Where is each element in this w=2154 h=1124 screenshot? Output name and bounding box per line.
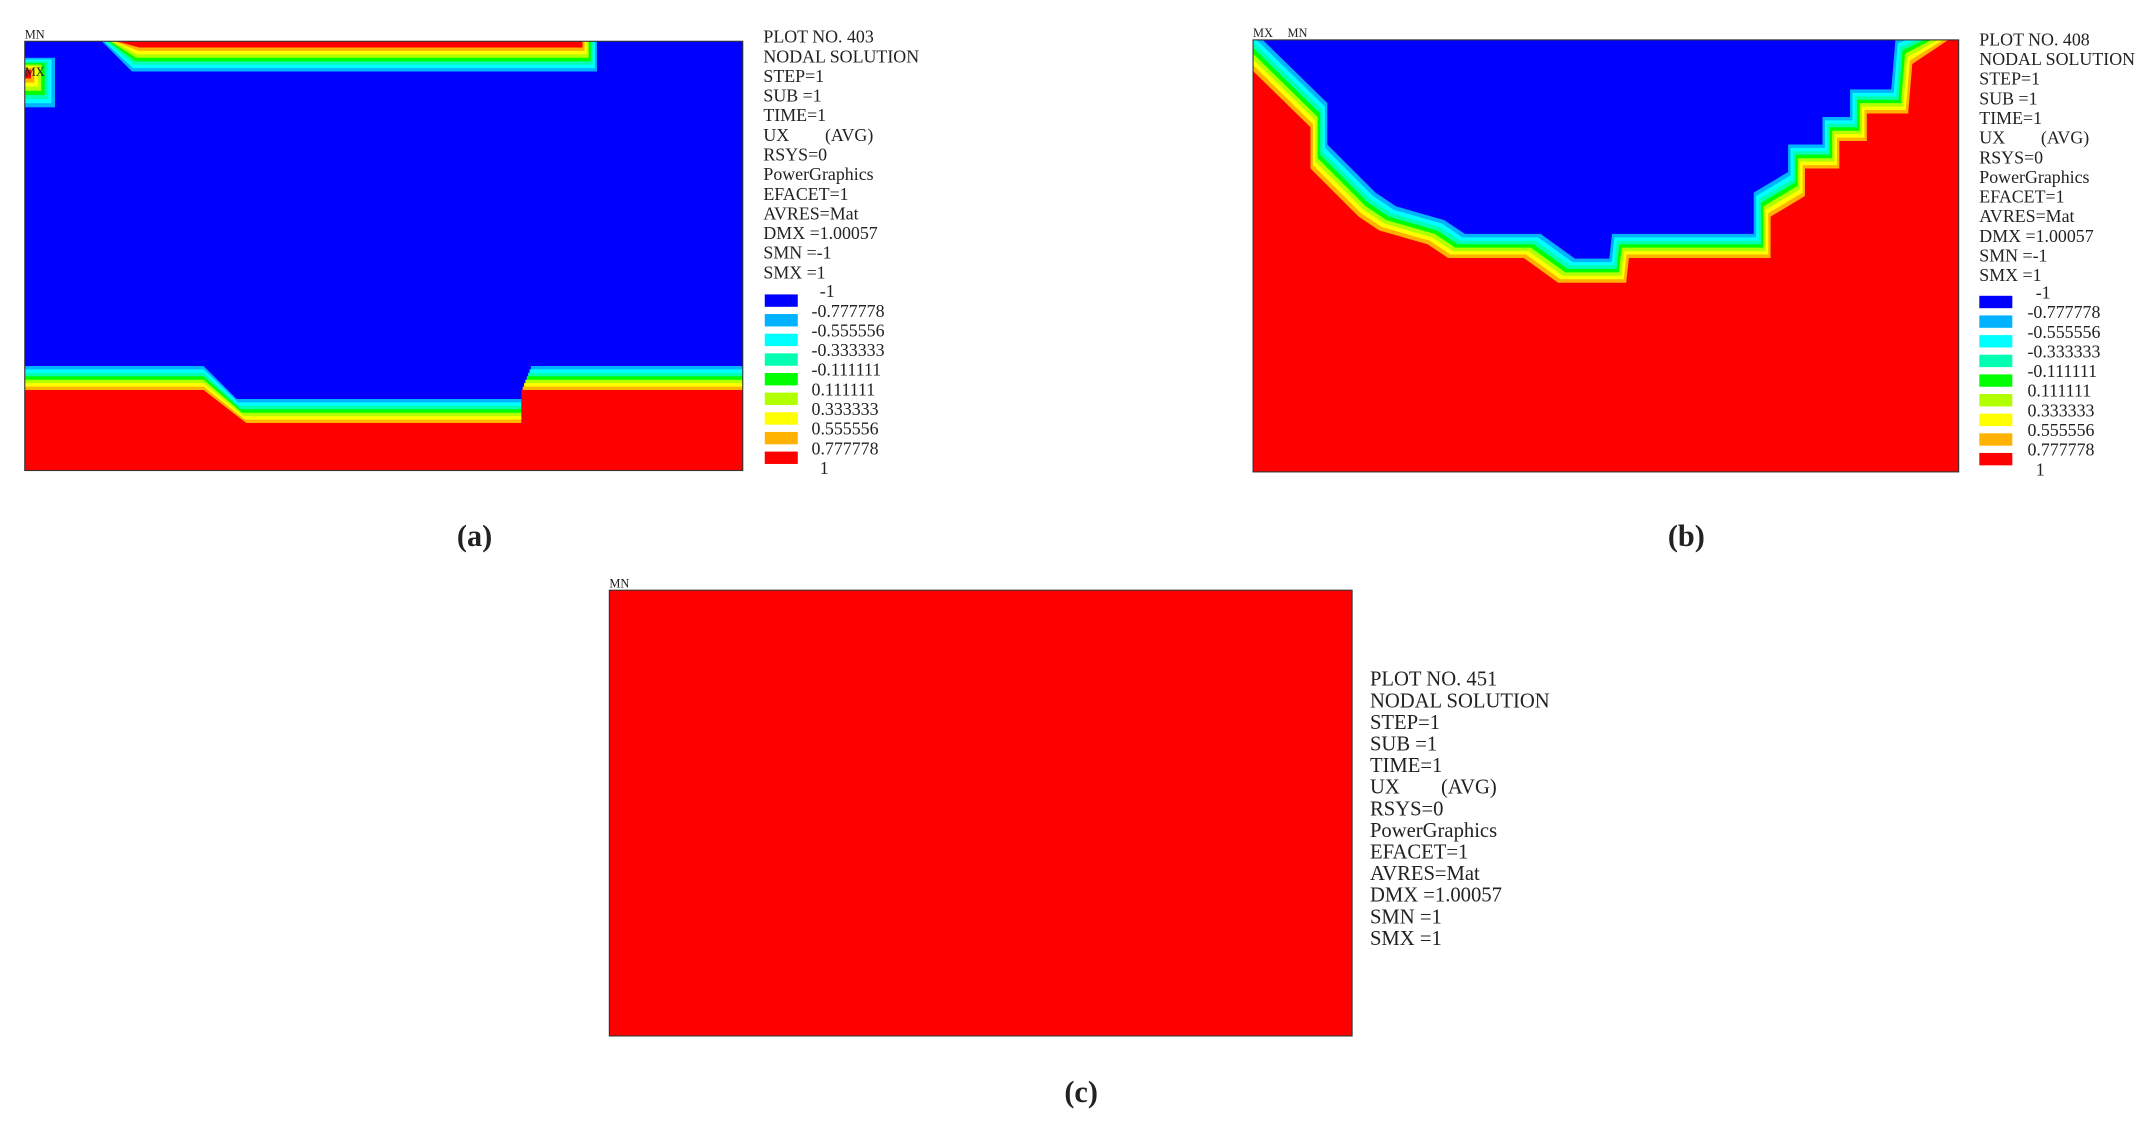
legend-swatch: [764, 412, 798, 425]
info-line: NODAL SOLUTION: [1979, 49, 2135, 69]
caption: (c): [1064, 1075, 1098, 1109]
legend-swatch: [764, 333, 798, 347]
info-line: NODAL SOLUTION: [763, 46, 919, 66]
info-line: RSYS=0: [763, 145, 827, 165]
info-line: DMX =1.00057: [763, 223, 877, 243]
info-line: SUB =1: [763, 86, 821, 106]
contour-plot: [24, 41, 743, 471]
legend-label: -0.333333: [2027, 341, 2100, 361]
info-line: TIME=1: [763, 105, 826, 125]
plot-border: [1252, 39, 1960, 473]
contour-plot: [609, 590, 1353, 1036]
legend-label: 0.111111: [2027, 381, 2091, 401]
legend-label: -1: [2036, 283, 2051, 303]
legend-swatch: [764, 294, 798, 307]
legend-swatch: [1979, 413, 2013, 427]
caption: (b): [1668, 519, 1705, 553]
legend-label: -1: [820, 281, 835, 301]
contour-band: [24, 390, 743, 471]
info-line: PowerGraphics: [763, 164, 873, 184]
legend-swatch: [1979, 394, 2013, 407]
legend-swatch: [764, 353, 798, 366]
info-line: TIME=1: [1979, 108, 2042, 128]
legend-swatch: [764, 314, 798, 327]
legend-swatch: [1979, 374, 2013, 387]
min-marker: MN: [25, 28, 45, 42]
legend-swatch: [1979, 335, 2013, 348]
info-line: PLOT NO. 451: [1370, 669, 1497, 691]
info-line: NODAL SOLUTION: [1370, 690, 1550, 712]
info-line: AVRES=Mat: [1979, 206, 2074, 226]
info-line: UX (AVG): [1370, 777, 1497, 799]
info-line: SMX =1: [763, 262, 825, 282]
contour-band: [116, 41, 583, 48]
info-line: EFACET=1: [1979, 187, 2064, 207]
legend-label: -0.777778: [2027, 302, 2100, 322]
max-marker: MX: [1253, 26, 1273, 40]
legend-swatch: [1979, 354, 2013, 368]
plot-border: [608, 589, 1353, 1037]
legend-swatch: [1979, 315, 2013, 328]
legend-swatch: [764, 451, 798, 464]
info-line: STEP=1: [1979, 69, 2040, 89]
info-line: AVRES=Mat: [763, 203, 858, 223]
info-line: RSYS=0: [1979, 147, 2043, 167]
legend-swatch: [764, 372, 798, 386]
legend-label: 1: [820, 458, 829, 478]
info-line: SMX =1: [1979, 265, 2041, 285]
legend-label: 0.111111: [812, 379, 876, 399]
legend-label: 0.555556: [2027, 420, 2094, 440]
legend-label: 0.777778: [2027, 440, 2094, 460]
info-line: SUB =1: [1370, 734, 1437, 756]
info-line: DMX =1.00057: [1370, 885, 1502, 907]
legend-label: -0.777778: [812, 301, 885, 321]
info-line: EFACET=1: [763, 184, 848, 204]
plot-border: [24, 40, 744, 472]
contour-band: [24, 69, 31, 79]
contour-band: [1262, 39, 1896, 259]
contour-region: [609, 590, 1353, 1036]
info-line: AVRES=Mat: [1370, 863, 1480, 885]
min-marker: MN: [1287, 26, 1307, 40]
legend-label: -0.111111: [812, 360, 882, 380]
info-line: SUB =1: [1979, 88, 2037, 108]
info-line: UX (AVG): [1979, 128, 2089, 149]
info-line: SMN =1: [1370, 906, 1442, 928]
contour-plot: [1253, 39, 1959, 472]
min-marker: MN: [609, 577, 629, 591]
legend-label: 0.555556: [812, 419, 879, 439]
info-line: STEP=1: [1370, 712, 1440, 734]
legend-label: 1: [2036, 459, 2045, 479]
legend-swatch: [1979, 452, 2013, 466]
legend-label: 0.333333: [2027, 400, 2094, 420]
info-line: STEP=1: [763, 66, 824, 86]
info-line: PowerGraphics: [1370, 820, 1497, 842]
legend-label: 0.333333: [812, 399, 879, 419]
info-line: SMX =1: [1370, 928, 1442, 950]
info-line: SMN =-1: [763, 243, 831, 263]
info-line: PLOT NO. 403: [763, 27, 873, 47]
caption: (a): [457, 519, 492, 553]
info-line: PowerGraphics: [1979, 167, 2089, 187]
legend-swatch: [1979, 295, 2013, 309]
legend-swatch: [1979, 433, 2013, 446]
legend-swatch: [764, 431, 798, 445]
info-line: PLOT NO. 408: [1979, 29, 2089, 49]
info-line: TIME=1: [1370, 755, 1442, 777]
legend-label: -0.333333: [812, 340, 885, 360]
legend-label: -0.555556: [812, 320, 885, 340]
info-line: SMN =-1: [1979, 245, 2047, 265]
max-marker: MX: [25, 65, 45, 79]
legend-label: -0.555556: [2027, 322, 2100, 342]
info-line: DMX =1.00057: [1979, 226, 2093, 246]
legend-swatch: [764, 392, 798, 406]
info-line: RSYS=0: [1370, 798, 1444, 820]
info-line: EFACET=1: [1370, 842, 1468, 864]
legend-label: -0.111111: [2027, 361, 2097, 381]
info-line: UX (AVG): [763, 125, 873, 146]
legend-label: 0.777778: [812, 438, 879, 458]
